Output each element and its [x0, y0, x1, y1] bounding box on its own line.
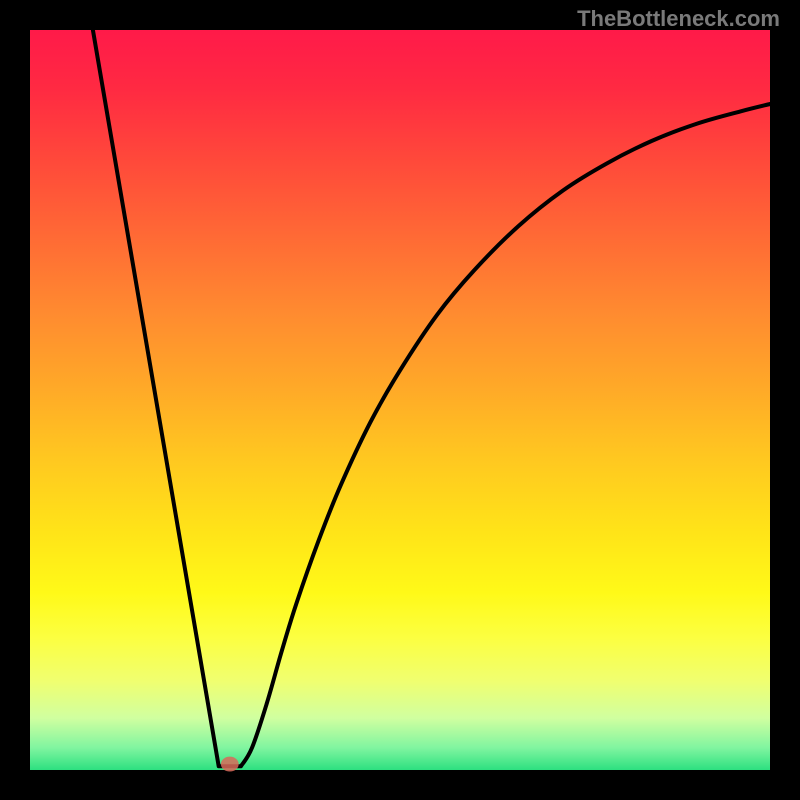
- chart-svg: [0, 0, 800, 800]
- optimum-marker: [221, 757, 239, 772]
- plot-background: [30, 30, 770, 770]
- chart-container: TheBottleneck.com: [0, 0, 800, 800]
- watermark-text: TheBottleneck.com: [577, 6, 780, 32]
